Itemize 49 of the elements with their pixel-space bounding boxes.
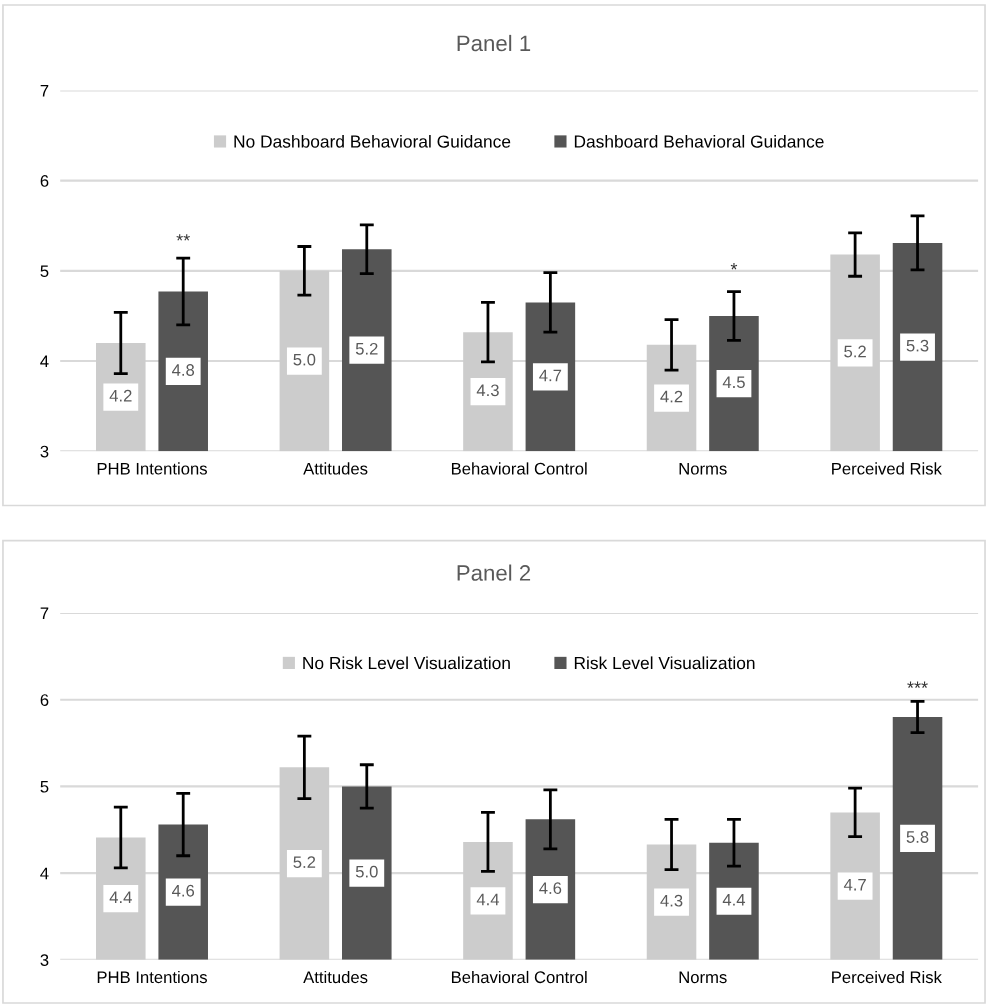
data-label: 4.3 bbox=[660, 894, 683, 907]
chart-title: Panel 1 bbox=[457, 34, 531, 52]
x-tick-label: PHB Intentions bbox=[97, 462, 207, 475]
annotation: *** bbox=[907, 681, 928, 688]
x-tick-label: Perceived Risk bbox=[832, 462, 942, 475]
y-tick-label: 3 bbox=[40, 445, 49, 458]
y-tick-label: 6 bbox=[40, 694, 49, 706]
y-tick-label: 5 bbox=[40, 265, 49, 278]
x-tick-label: Norms bbox=[679, 462, 727, 475]
data-label: 4.2 bbox=[660, 390, 683, 403]
legend-label: No Dashboard Behavioral Guidance bbox=[234, 134, 511, 148]
x-tick-label: Perceived Risk bbox=[832, 970, 942, 984]
data-label: 5.8 bbox=[906, 831, 929, 843]
legend-label: No Risk Level Visualization bbox=[303, 656, 510, 670]
x-tick-label: Norms bbox=[679, 971, 727, 984]
data-label: 4.4 bbox=[722, 894, 746, 906]
y-tick-label: 3 bbox=[40, 954, 49, 966]
annotation: ** bbox=[176, 234, 190, 241]
y-tick-label: 4 bbox=[40, 355, 49, 368]
data-label: 4.8 bbox=[172, 364, 195, 376]
data-label: 4.6 bbox=[539, 882, 562, 895]
data-label: 5.0 bbox=[293, 353, 316, 366]
x-tick-label: Behavioral Control bbox=[451, 970, 587, 984]
data-label: 4.7 bbox=[843, 878, 866, 891]
legend-label: Risk Level Visualization bbox=[574, 656, 755, 670]
data-label: 4.3 bbox=[476, 384, 499, 397]
x-tick-label: Behavioral Control bbox=[451, 462, 587, 475]
data-label: 4.6 bbox=[172, 884, 195, 897]
data-label: 5.0 bbox=[355, 865, 378, 878]
legend-label: Dashboard Behavioral Guidance bbox=[574, 134, 824, 148]
x-tick-label: Attitudes bbox=[303, 970, 368, 984]
y-tick-label: 6 bbox=[40, 175, 49, 187]
chart-title: Panel 2 bbox=[457, 564, 531, 581]
x-tick-label: PHB Intentions bbox=[97, 970, 207, 984]
data-label: 4.4 bbox=[109, 891, 132, 903]
data-label: 4.4 bbox=[476, 893, 500, 906]
data-label: 5.2 bbox=[293, 856, 316, 869]
data-label: 4.7 bbox=[539, 369, 562, 382]
y-tick-label: 4 bbox=[40, 867, 49, 880]
data-label: 4.5 bbox=[722, 376, 745, 389]
y-tick-label: 7 bbox=[40, 607, 49, 620]
data-label: 5.2 bbox=[844, 345, 866, 358]
y-tick-label: 7 bbox=[40, 85, 49, 97]
data-label: 4.2 bbox=[109, 389, 132, 402]
data-label: 5.2 bbox=[355, 342, 378, 355]
x-tick-label: Attitudes bbox=[303, 462, 368, 475]
annotation: * bbox=[730, 263, 738, 270]
y-tick-label: 5 bbox=[40, 780, 49, 793]
data-label: 5.3 bbox=[906, 339, 929, 352]
